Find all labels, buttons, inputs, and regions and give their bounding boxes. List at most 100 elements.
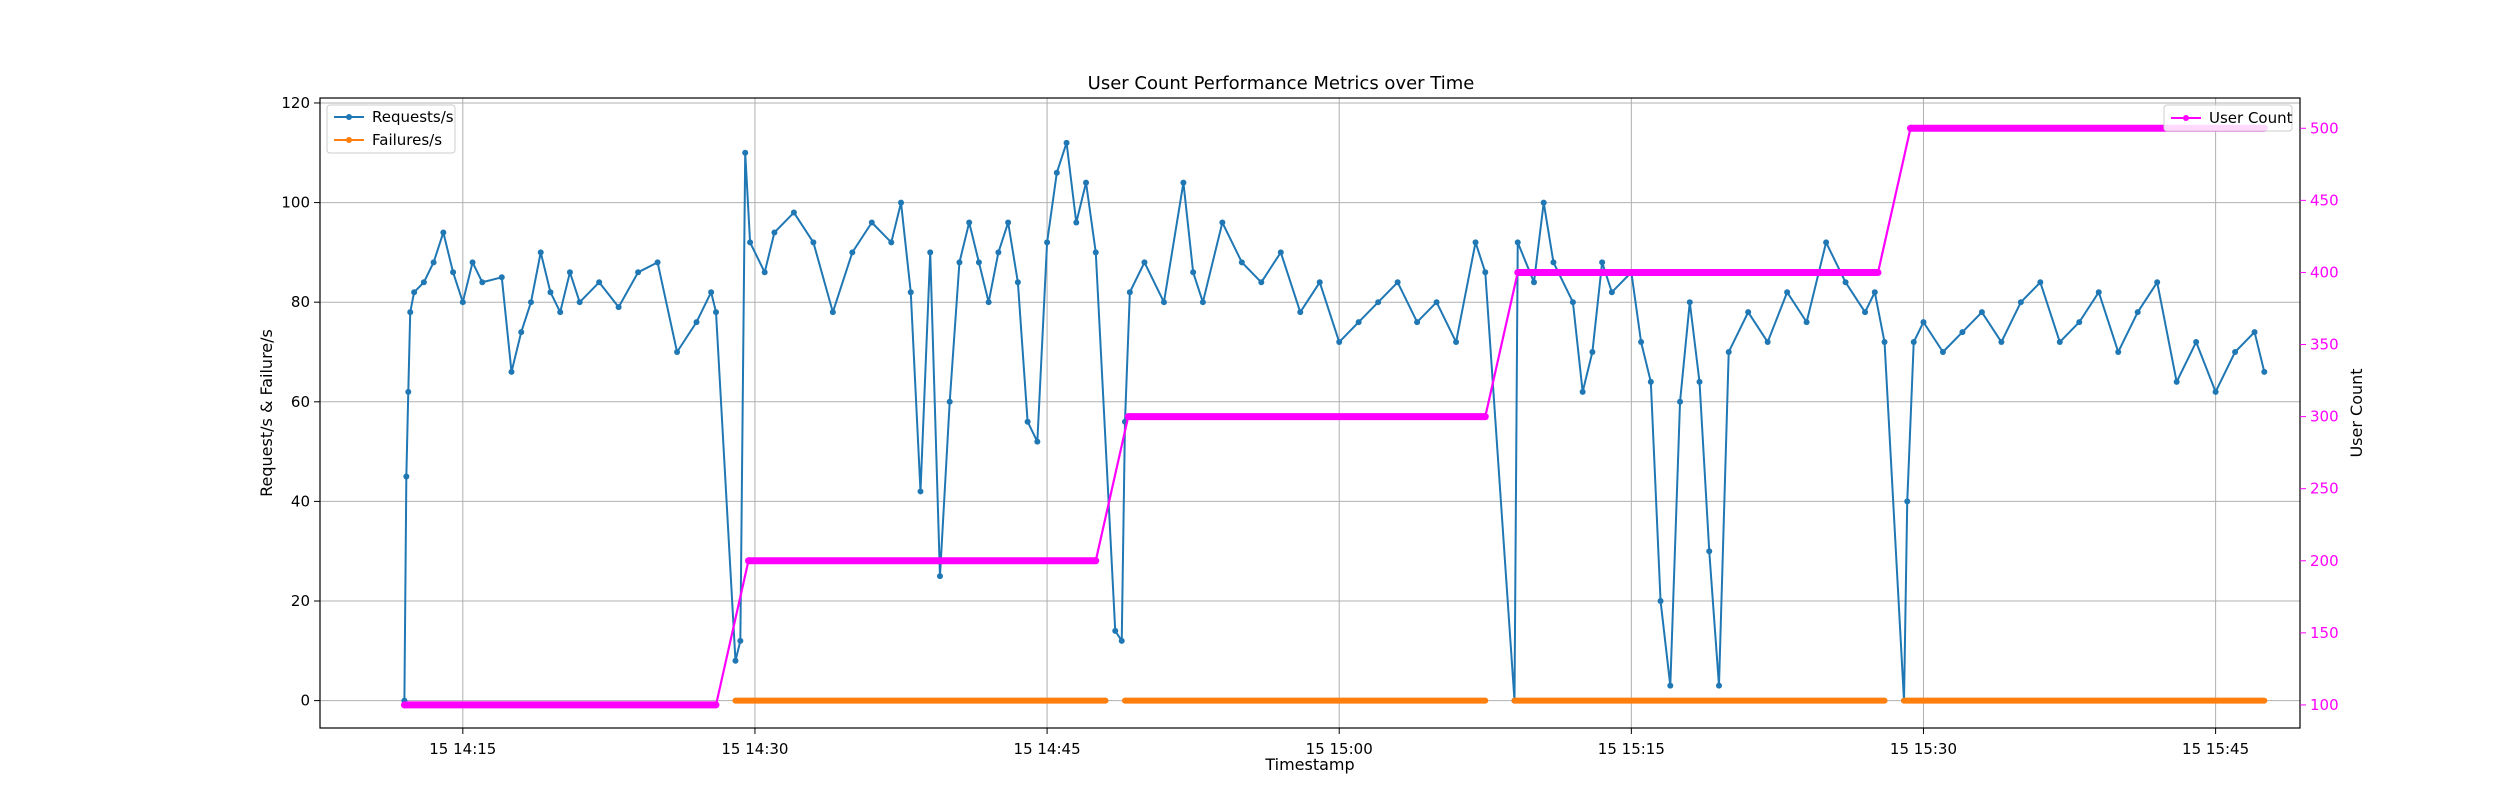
y-tick-label: 100 [281, 194, 310, 212]
requests-point [898, 199, 905, 206]
requests-point [450, 269, 457, 276]
series-requests-s [401, 139, 2268, 704]
requests-point [708, 289, 715, 296]
legend-requests-label: Requests/s [372, 108, 454, 126]
requests-point [557, 309, 564, 316]
requests-point [1530, 279, 1537, 286]
requests-point [1686, 299, 1693, 306]
requests-point [2115, 348, 2122, 355]
requests-point [1706, 548, 1713, 555]
legend-failures-label: Failures/s [372, 131, 442, 149]
requests-point [2076, 319, 2083, 326]
legend-failures-marker [346, 137, 352, 143]
requests-point [674, 348, 681, 355]
x-tick-label: 15 14:30 [721, 740, 788, 758]
requests-point [2251, 329, 2258, 336]
x-tick-label: 15 14:15 [429, 740, 496, 758]
x-tick-label: 15 15:45 [2182, 740, 2249, 758]
requests-point [1472, 239, 1479, 246]
series-layer [400, 124, 2268, 709]
requests-point [1141, 259, 1148, 266]
requests-point [2154, 279, 2161, 286]
requests-point [2193, 339, 2200, 346]
requests-point [1569, 299, 1576, 306]
requests-point [2212, 388, 2219, 395]
requests-point [1092, 249, 1099, 256]
y2-tick-label: 200 [2310, 552, 2339, 570]
x-tick-label: 15 14:45 [1014, 740, 1081, 758]
requests-point [1433, 299, 1440, 306]
requests-point [615, 304, 622, 311]
requests-point [1014, 279, 1021, 286]
requests-point [761, 269, 768, 276]
requests-point [1725, 348, 1732, 355]
requests-point [907, 289, 914, 296]
y2-tick-label: 500 [2310, 119, 2339, 137]
requests-point [596, 279, 603, 286]
y2-tick-label: 450 [2310, 191, 2339, 209]
requests-point [956, 259, 963, 266]
user-count-point [400, 701, 408, 709]
requests-point [732, 657, 739, 664]
requests-point [1126, 289, 1133, 296]
requests-point [2095, 289, 2102, 296]
requests-point [936, 573, 943, 580]
requests-line [403, 141, 2266, 702]
requests-point [737, 637, 744, 644]
requests-point [654, 259, 661, 266]
requests-point [1667, 682, 1674, 689]
y2-tick-label: 250 [2310, 480, 2339, 498]
requests-point [1160, 299, 1167, 306]
y-tick-label: 120 [281, 94, 310, 112]
user-count-point [1092, 557, 1100, 565]
requests-point [1297, 309, 1304, 316]
requests-point [771, 229, 778, 236]
requests-point [1939, 348, 1946, 355]
requests-point [829, 309, 836, 316]
requests-point [1871, 289, 1878, 296]
requests-point [508, 368, 515, 375]
requests-point [518, 329, 525, 336]
requests-point [1005, 219, 1012, 226]
requests-point [868, 219, 875, 226]
requests-point [411, 289, 418, 296]
requests-point [985, 299, 992, 306]
x-tick-label: 15 15:30 [1890, 740, 1957, 758]
y2-tick-label: 150 [2310, 624, 2339, 642]
requests-point [1238, 259, 1245, 266]
y-tick-label: 40 [291, 492, 310, 510]
requests-point [747, 239, 754, 246]
requests-point [2232, 348, 2239, 355]
requests-point [1910, 339, 1917, 346]
requests-point [547, 289, 554, 296]
requests-point [1959, 329, 1966, 336]
legend-requests-marker [346, 114, 352, 120]
requests-point [713, 309, 719, 316]
requests-point [537, 249, 544, 256]
requests-point [1881, 339, 1888, 346]
requests-point [479, 279, 486, 286]
grid-layer [320, 98, 2300, 728]
requests-point [498, 274, 505, 281]
requests-point [966, 219, 973, 226]
plot-frame [319, 97, 2301, 729]
requests-point [1199, 299, 1206, 306]
requests-point [1657, 598, 1664, 605]
y2-tick-label: 350 [2310, 336, 2339, 354]
user-count-point [744, 557, 752, 565]
requests-point [407, 309, 414, 316]
requests-point [1715, 682, 1722, 689]
requests-point [1355, 319, 1362, 326]
y2-axis-title: User Count [2347, 368, 2366, 457]
requests-point [917, 488, 924, 495]
legend-right: User Count [2163, 104, 2293, 132]
requests-point [1453, 339, 1460, 346]
x-tick-label: 15 15:15 [1598, 740, 1665, 758]
requests-point [1024, 418, 1031, 425]
requests-point [1608, 289, 1615, 296]
requests-point [527, 299, 534, 306]
requests-point [430, 259, 437, 266]
requests-point [1112, 627, 1119, 634]
requests-point [1190, 269, 1197, 276]
